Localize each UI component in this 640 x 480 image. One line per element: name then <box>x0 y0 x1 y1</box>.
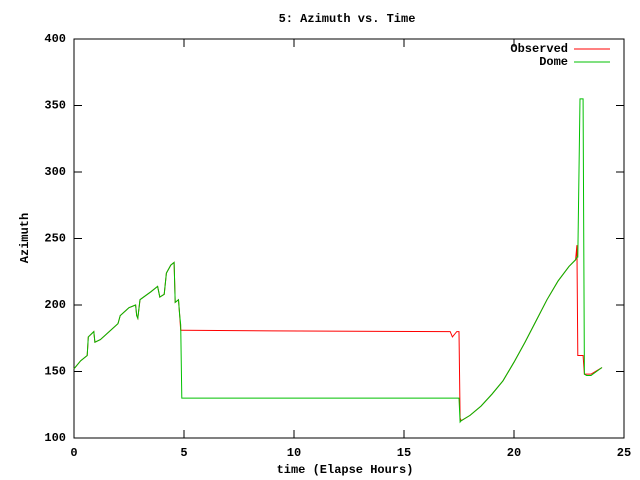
x-tick-label: 10 <box>287 446 301 460</box>
y-tick-label: 100 <box>44 431 66 445</box>
data-line <box>73 98 603 424</box>
x-tick-label: 20 <box>507 446 521 460</box>
y-tick-label: 300 <box>44 165 66 179</box>
x-axis-label: time (Elapse Hours) <box>277 463 414 477</box>
chart-title: 5: Azimuth vs. Time <box>279 12 416 26</box>
y-tick-label: 200 <box>44 298 66 312</box>
y-axis-label: Azimuth <box>18 213 32 263</box>
y-tick-label: 350 <box>44 99 66 113</box>
x-tick-label: 0 <box>70 446 77 460</box>
x-tick-label: 25 <box>617 446 631 460</box>
legend-label: Observed <box>510 42 568 56</box>
y-tick-label: 400 <box>44 32 66 46</box>
x-tick-label: 5 <box>180 446 187 460</box>
y-tick-label: 250 <box>44 232 66 246</box>
x-tick-label: 15 <box>397 446 411 460</box>
legend-label: Dome <box>539 55 568 69</box>
y-tick-label: 150 <box>44 365 66 379</box>
